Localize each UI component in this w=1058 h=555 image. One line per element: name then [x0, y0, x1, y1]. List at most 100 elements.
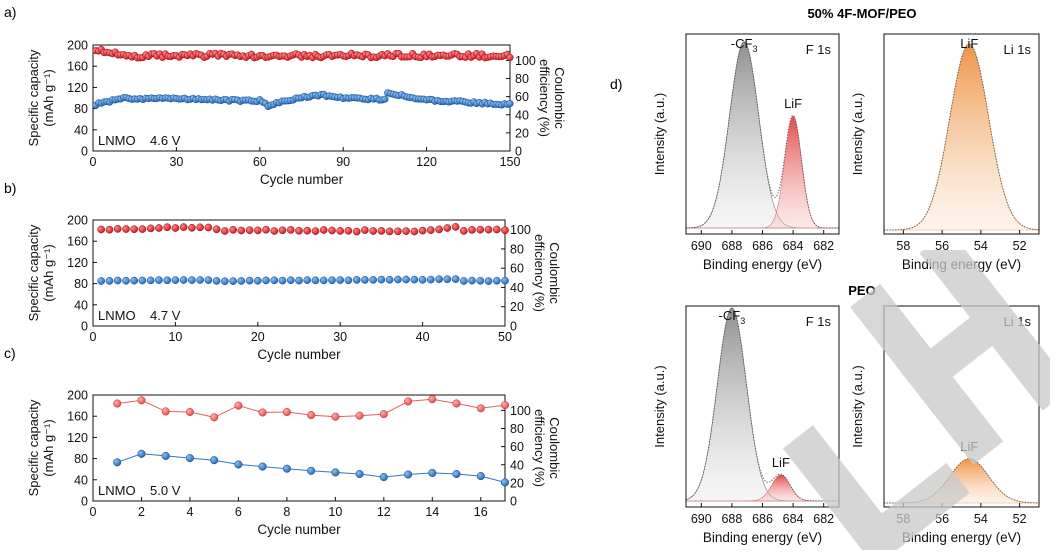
group-title-mof: 50% 4F-MOF/PEO	[807, 6, 916, 21]
plot-frame-d2	[883, 33, 1040, 235]
efficiency-point-b	[394, 227, 402, 236]
efficiency-point-b	[336, 227, 345, 235]
efficiency-point-b	[122, 225, 130, 233]
x-tick-label-c: 6	[235, 505, 242, 519]
capacity-point-b	[303, 276, 312, 284]
x-tick-label-a: 150	[500, 155, 521, 169]
y-tick-label-c: 0	[81, 495, 88, 509]
y2-tick-label-b: 20	[510, 300, 524, 314]
y2-tick-label-c: 60	[510, 440, 524, 454]
efficiency-point-b	[163, 223, 172, 232]
efficiency-point-b	[138, 225, 147, 233]
capacity-point-b	[385, 275, 394, 284]
capacity-point-b	[344, 276, 353, 285]
capacity-point-c	[307, 466, 316, 475]
capacity-point-b	[484, 277, 493, 285]
efficiency-point-b	[476, 225, 485, 234]
capacity-point-b	[163, 276, 172, 285]
peak-label-d4-0: LiF	[960, 439, 978, 454]
x-tick-label-c: 14	[425, 505, 439, 519]
x-axis-label-d3: Binding energy (eV)	[703, 530, 822, 545]
capacity-point-c	[282, 464, 291, 473]
efficiency-point-b	[410, 227, 419, 236]
x-tick-label-c: 0	[90, 505, 97, 519]
peak-label-d1-1: LiF	[784, 96, 802, 111]
y-tick-label-a: 120	[67, 81, 88, 95]
efficiency-point-c	[307, 411, 316, 420]
efficiency-point-b	[484, 225, 493, 234]
efficiency-point-b	[262, 225, 270, 234]
y2-tick-label-b: 40	[510, 281, 524, 295]
condition-label-a: LNMO 4.6 V	[98, 133, 181, 148]
x-tick-label-d1: 688	[721, 239, 742, 253]
efficiency-point-c	[113, 399, 122, 408]
panel-label-a: a)	[4, 4, 16, 20]
panel-c: 0 2 4 6 8 10 12 14 1604080120160200020406080100C…	[26, 389, 562, 538]
efficiency-point-c	[331, 412, 340, 421]
capacity-point-c	[500, 478, 510, 487]
y2-axis-label-c: Coulombicefficiency (%)	[532, 409, 562, 487]
capacity-point-c	[210, 456, 219, 465]
spectrum-tag-d2: Li 1s	[1004, 42, 1032, 57]
capacity-point-b	[435, 275, 443, 284]
group-title-peo: PEO	[848, 283, 875, 298]
efficiency-point-b	[352, 227, 361, 236]
capacity-point-b	[196, 276, 204, 284]
efficiency-point-b	[212, 225, 221, 234]
panel-label-d: d)	[610, 76, 622, 92]
capacity-point-b	[253, 276, 262, 285]
y2-tick-label-a: 40	[515, 108, 529, 122]
capacity-point-c	[234, 460, 243, 469]
y2-tick-label-b: 100	[510, 223, 531, 237]
panel-d2: 58 56 54 52 Binding energy (eV) Intensity (a.…	[850, 33, 1040, 272]
peak-label-d3-0: -CF3	[719, 308, 746, 326]
capacity-point-b	[451, 275, 460, 283]
efficiency-point-b	[443, 224, 452, 232]
efficiency-point-b	[146, 224, 155, 233]
capacity-point-b	[394, 275, 402, 284]
x-tick-label-d3: 688	[721, 512, 742, 526]
envelope-d2	[884, 43, 1039, 231]
plot-frame-b	[92, 219, 506, 327]
efficiency-point-b	[105, 225, 114, 234]
y-tick-label-c: 160	[67, 410, 88, 424]
x-tick-label-d3: 682	[813, 512, 834, 526]
efficiency-point-c	[137, 396, 146, 405]
capacity-point-c	[355, 469, 364, 479]
capacity-point-c	[137, 449, 146, 458]
panel-d4: 58 56 54 52 Binding energy (eV) Intensity (a.…	[850, 305, 1040, 545]
capacity-point-b	[426, 275, 435, 284]
efficiency-point-b	[435, 225, 443, 234]
efficiency-point-b	[253, 226, 262, 235]
capacity-point-c	[428, 468, 437, 477]
y2-tick-label-a: 80	[515, 72, 529, 86]
y-tick-label-a: 0	[81, 145, 88, 159]
x-tick-label-b: 30	[333, 330, 347, 344]
peak-label-d3-1: LiF	[772, 455, 790, 470]
peak-area-d4-0	[884, 458, 1040, 504]
x-tick-label-a: 90	[336, 155, 350, 169]
x-axis-label-d1: Binding energy (eV)	[703, 257, 822, 272]
x-tick-label-d2: 56	[935, 239, 949, 253]
efficiency-point-b	[295, 226, 303, 235]
x-tick-label-b: 10	[168, 330, 182, 344]
capacity-point-b	[336, 276, 345, 284]
x-tick-label-d1: 684	[783, 239, 804, 253]
capacity-point-b	[443, 275, 452, 284]
capacity-point-c	[331, 468, 340, 477]
efficiency-point-c	[500, 401, 510, 410]
efficiency-point-c	[428, 395, 437, 404]
capacity-point-b	[352, 276, 361, 284]
efficiency-point-b	[418, 226, 427, 235]
y-tick-label-c: 80	[74, 452, 88, 466]
efficiency-point-b	[451, 223, 460, 231]
efficiency-point-b	[468, 226, 476, 234]
capacity-point-b	[171, 276, 180, 284]
efficiency-point-b	[179, 223, 188, 231]
x-tick-label-b: 0	[90, 330, 97, 344]
efficiency-point-b	[319, 226, 328, 234]
y2-tick-label-c: 20	[510, 476, 524, 490]
efficiency-point-b	[303, 226, 312, 235]
capacity-point-b	[237, 277, 246, 285]
